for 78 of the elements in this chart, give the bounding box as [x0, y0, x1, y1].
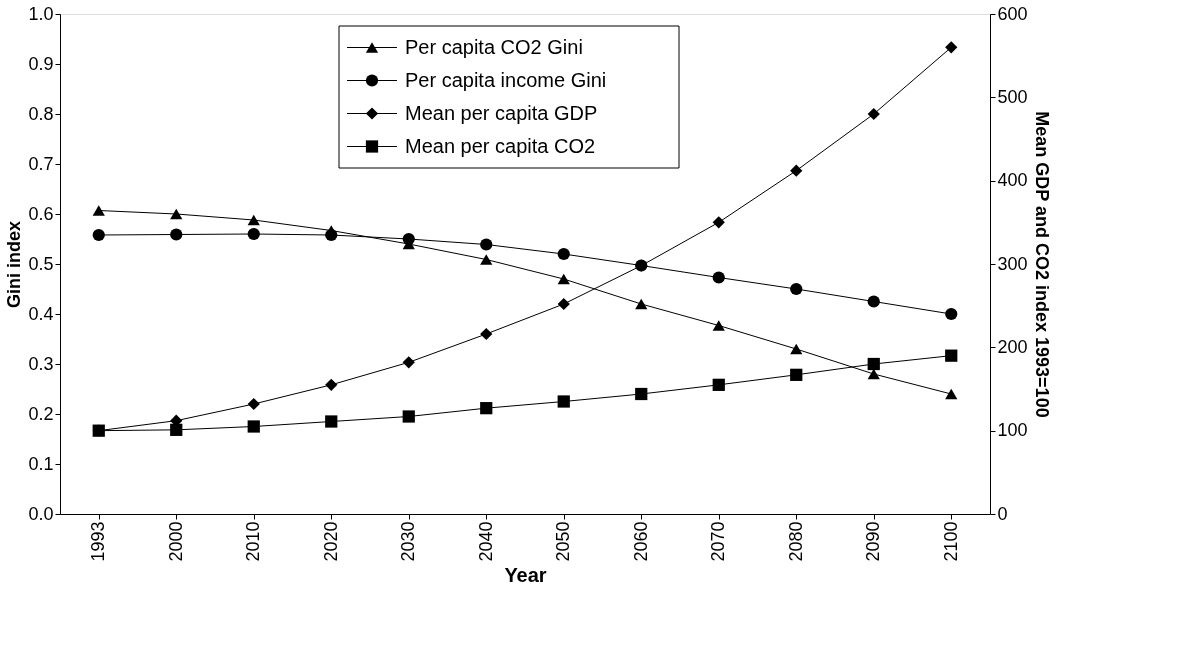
y2-tick-label: 100 — [997, 420, 1028, 441]
legend-label: Per capita CO2 Gini — [405, 35, 583, 58]
x-tick-label: 2070 — [708, 521, 729, 562]
point — [247, 214, 260, 226]
x-tick-label: 2020 — [320, 521, 341, 562]
y2-tick-label: 300 — [997, 253, 1028, 274]
point — [790, 368, 803, 381]
point — [170, 208, 183, 220]
point — [945, 388, 958, 400]
point — [402, 356, 415, 369]
point — [480, 327, 493, 341]
point — [712, 378, 725, 391]
legend-label: Mean per capita CO2 — [405, 134, 596, 157]
x-tick-label: 2060 — [630, 521, 651, 562]
point — [480, 402, 493, 415]
point — [635, 298, 648, 310]
point — [480, 238, 493, 251]
point — [480, 254, 493, 265]
point — [945, 41, 958, 54]
point — [325, 415, 338, 428]
y-tick-label: 0.5 — [28, 253, 54, 274]
x-tick-label: 2040 — [475, 521, 496, 562]
point — [712, 320, 725, 331]
y2-tick-label: 600 — [997, 3, 1028, 24]
point — [790, 282, 803, 296]
point — [170, 423, 183, 436]
point — [790, 164, 803, 177]
y-tick-label: 0.7 — [28, 153, 54, 174]
point — [325, 378, 338, 391]
y2-tick-label: 0 — [997, 503, 1008, 524]
y-axis-title: Gini index — [4, 220, 25, 309]
point — [945, 307, 958, 321]
x-tick-label: 2000 — [165, 521, 186, 562]
x-axis-title: Year — [504, 563, 547, 586]
legend-label: Mean per capita GDP — [405, 101, 598, 124]
point — [247, 227, 260, 241]
point — [635, 387, 648, 401]
x-tick-label: 2050 — [553, 521, 574, 562]
x-tick-label: 2030 — [398, 521, 419, 562]
point — [712, 216, 725, 229]
point — [92, 228, 105, 242]
point — [247, 397, 260, 411]
y-tick-label: 0.6 — [28, 203, 54, 224]
y-tick-label: 0.3 — [28, 353, 54, 374]
point — [92, 424, 105, 437]
x-tick-label: 2090 — [863, 521, 884, 562]
y-tick-label: 0.1 — [28, 453, 54, 474]
y-tick-label: 0.4 — [28, 303, 54, 324]
point — [557, 297, 570, 311]
point — [402, 410, 415, 423]
point — [945, 349, 958, 362]
point — [557, 273, 570, 285]
y2-tick-label: 400 — [997, 170, 1028, 191]
y-tick-label: 0.8 — [28, 103, 54, 124]
point — [557, 247, 570, 261]
point — [867, 357, 880, 371]
x-tick-label: 2100 — [940, 521, 961, 562]
point — [247, 420, 260, 433]
y2-axis-title: Mean GDP and CO2 index 1993=100 — [1031, 111, 1052, 418]
point — [712, 271, 725, 284]
point — [790, 343, 803, 355]
point — [402, 232, 415, 246]
point — [92, 205, 105, 216]
point — [867, 107, 880, 121]
x-tick-label: 2080 — [785, 521, 806, 562]
point — [170, 228, 183, 241]
x-tick-label: 1993 — [88, 521, 109, 562]
x-tick-label: 2010 — [243, 521, 264, 562]
y-tick-label: 0.0 — [28, 503, 54, 524]
point — [325, 228, 338, 242]
y-tick-label: 0.2 — [28, 403, 54, 424]
y2-tick-label: 200 — [997, 336, 1028, 357]
y-tick-label: 1.0 — [28, 3, 54, 24]
point — [557, 395, 570, 408]
y-tick-label: 0.9 — [28, 53, 54, 74]
legend-label: Per capita income Gini — [405, 68, 607, 91]
point — [867, 295, 880, 308]
y2-tick-label: 500 — [997, 86, 1028, 107]
